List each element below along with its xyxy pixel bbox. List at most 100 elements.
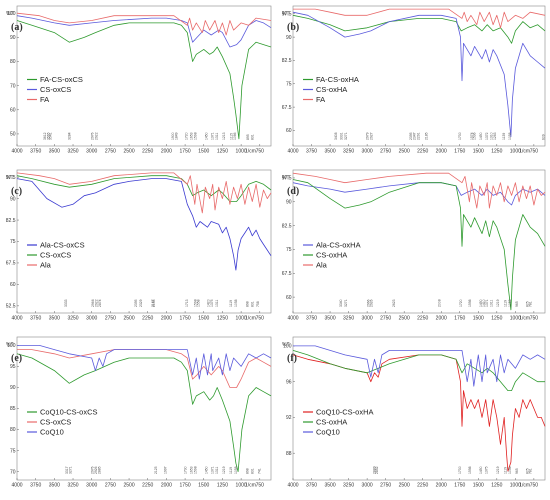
peak-label: 1450 [479, 132, 483, 140]
peak-label: 3331 [340, 132, 344, 140]
y-tick-label: 90 [10, 196, 16, 202]
y-tick-label: 90 [10, 35, 16, 41]
series-line-coq10-cs-oxha [292, 354, 546, 472]
legend-label: Ala [40, 261, 52, 270]
legend-label: CS-oxCS [40, 85, 71, 94]
peak-label: 758 [256, 301, 260, 307]
x-tick-label: 1/cm [519, 316, 530, 322]
legend-label: CoQ10 [40, 428, 64, 437]
legend-label: FA [316, 95, 325, 104]
legend-label: CS-oxHA [316, 251, 347, 260]
peak-label: 2291 [417, 132, 421, 140]
peak-label: 1720 [184, 132, 188, 140]
peak-label: 1371 [210, 466, 214, 474]
x-tick-label: 3750 [306, 483, 317, 489]
y-tick-label: 60 [10, 107, 16, 113]
peak-label: 1730 [184, 466, 188, 474]
peak-label: 1730 [458, 466, 462, 474]
series-line-ala [16, 172, 272, 214]
x-tick-label: 3000 [362, 483, 373, 489]
x-tick-label: 1500 [198, 316, 209, 322]
peak-label: 2852 [375, 466, 379, 474]
peak-label: 1139 [502, 133, 506, 140]
x-tick-label: 2250 [142, 149, 153, 155]
peak-label: 1598 [468, 299, 472, 307]
y-unit-label: %T [6, 11, 14, 17]
x-tick-label: 750 [256, 316, 265, 322]
x-tick-label: 2500 [123, 483, 134, 489]
peak-label: 2922 [95, 132, 99, 140]
x-tick-label: 4000 [11, 483, 22, 489]
peak-label: 825 [525, 301, 529, 307]
y-tick-label: 50 [10, 132, 16, 138]
x-tick-label: 2250 [417, 316, 428, 322]
y-tick-label: 97.5 [6, 175, 16, 181]
peak-label: 3284 [68, 132, 72, 140]
x-tick-label: 2000 [436, 149, 447, 155]
x-tick-label: 3250 [343, 149, 354, 155]
peak-label: 1713 [185, 299, 189, 307]
x-tick-label: 1000 [510, 316, 521, 322]
x-tick-label: 3000 [362, 316, 373, 322]
chart-panel-a: 100 90 80 70 60 50 %T 4000 3750 3500 3250 3000 2750 2… [6, 5, 272, 155]
peak-label: 1219 [496, 299, 500, 307]
peak-label: 1375 [485, 466, 489, 474]
y-tick-label: 100 [7, 11, 16, 17]
legend-label: FA [40, 95, 49, 104]
peak-label: 1372 [485, 132, 489, 140]
legend-label: CS-oxHA [316, 418, 347, 427]
x-tick-label: 3250 [67, 483, 78, 489]
peak-label: 1598 [193, 466, 197, 474]
legend-label: CoQ10 [316, 428, 340, 437]
y-tick-label: 100 [7, 343, 16, 349]
series-line-cs-oxha [292, 179, 546, 311]
panel-letter: (c) [11, 186, 22, 197]
y-tick-label: 82.5 [282, 223, 292, 229]
peak-label: 2979 [366, 132, 370, 140]
peak-label: 2395 [134, 299, 138, 307]
x-tick-label: 2750 [105, 316, 116, 322]
x-tick-label: 750 [530, 483, 539, 489]
peak-label: 2927 [370, 132, 374, 140]
x-tick-label: 750 [256, 149, 265, 155]
peak-label: 1311 [215, 133, 219, 140]
y-tick-label: 88 [286, 451, 292, 457]
x-tick-label: 2000 [436, 483, 447, 489]
series-line-cs-oxcs [16, 175, 272, 202]
peak-label: 1058 [234, 466, 238, 474]
plot-frame [16, 336, 272, 481]
x-tick-label: 1000 [510, 483, 521, 489]
peak-label: 1900 [171, 132, 175, 140]
x-tick-label: 1750 [180, 149, 191, 155]
plot-frame [16, 169, 272, 314]
peak-label: 1558 [196, 299, 200, 307]
x-tick-label: 3750 [306, 149, 317, 155]
peak-label: 2329 [139, 299, 143, 307]
x-tick-label: 3500 [324, 316, 335, 322]
panel-letter: (e) [11, 353, 22, 364]
y-unit-label: %T [282, 342, 290, 348]
x-tick-label: 3750 [306, 316, 317, 322]
y-tick-label: 70 [10, 469, 16, 475]
x-tick-label: 3250 [343, 483, 354, 489]
peak-label: 1653 [189, 466, 193, 474]
legend-label: FA-CS-oxCS [40, 75, 83, 84]
x-tick-label: 1750 [180, 316, 191, 322]
peak-label: 1653 [189, 132, 193, 140]
peak-label: 1420 [207, 299, 211, 307]
peak-label: 1310 [489, 132, 493, 140]
x-tick-label: 4000 [287, 316, 298, 322]
peak-label: 898 [246, 468, 250, 474]
x-tick-label: 1000 [510, 149, 521, 155]
y-unit-label: %T [282, 175, 290, 181]
x-tick-label: 1/cm [245, 483, 256, 489]
peak-label: 1450 [205, 466, 209, 474]
peak-label: 1119 [229, 467, 233, 474]
series-line-coq10-cs-oxcs [16, 353, 272, 472]
peak-label: 3541 [48, 132, 52, 140]
peak-label: 825 [525, 468, 529, 474]
series-line-cs-oxcs [16, 15, 272, 48]
chart-panel-e: 100 95 90 85 80 75 70 %T 4000 3750 3500 3250 3000 275… [6, 336, 272, 489]
peak-label: 1119 [504, 300, 508, 307]
